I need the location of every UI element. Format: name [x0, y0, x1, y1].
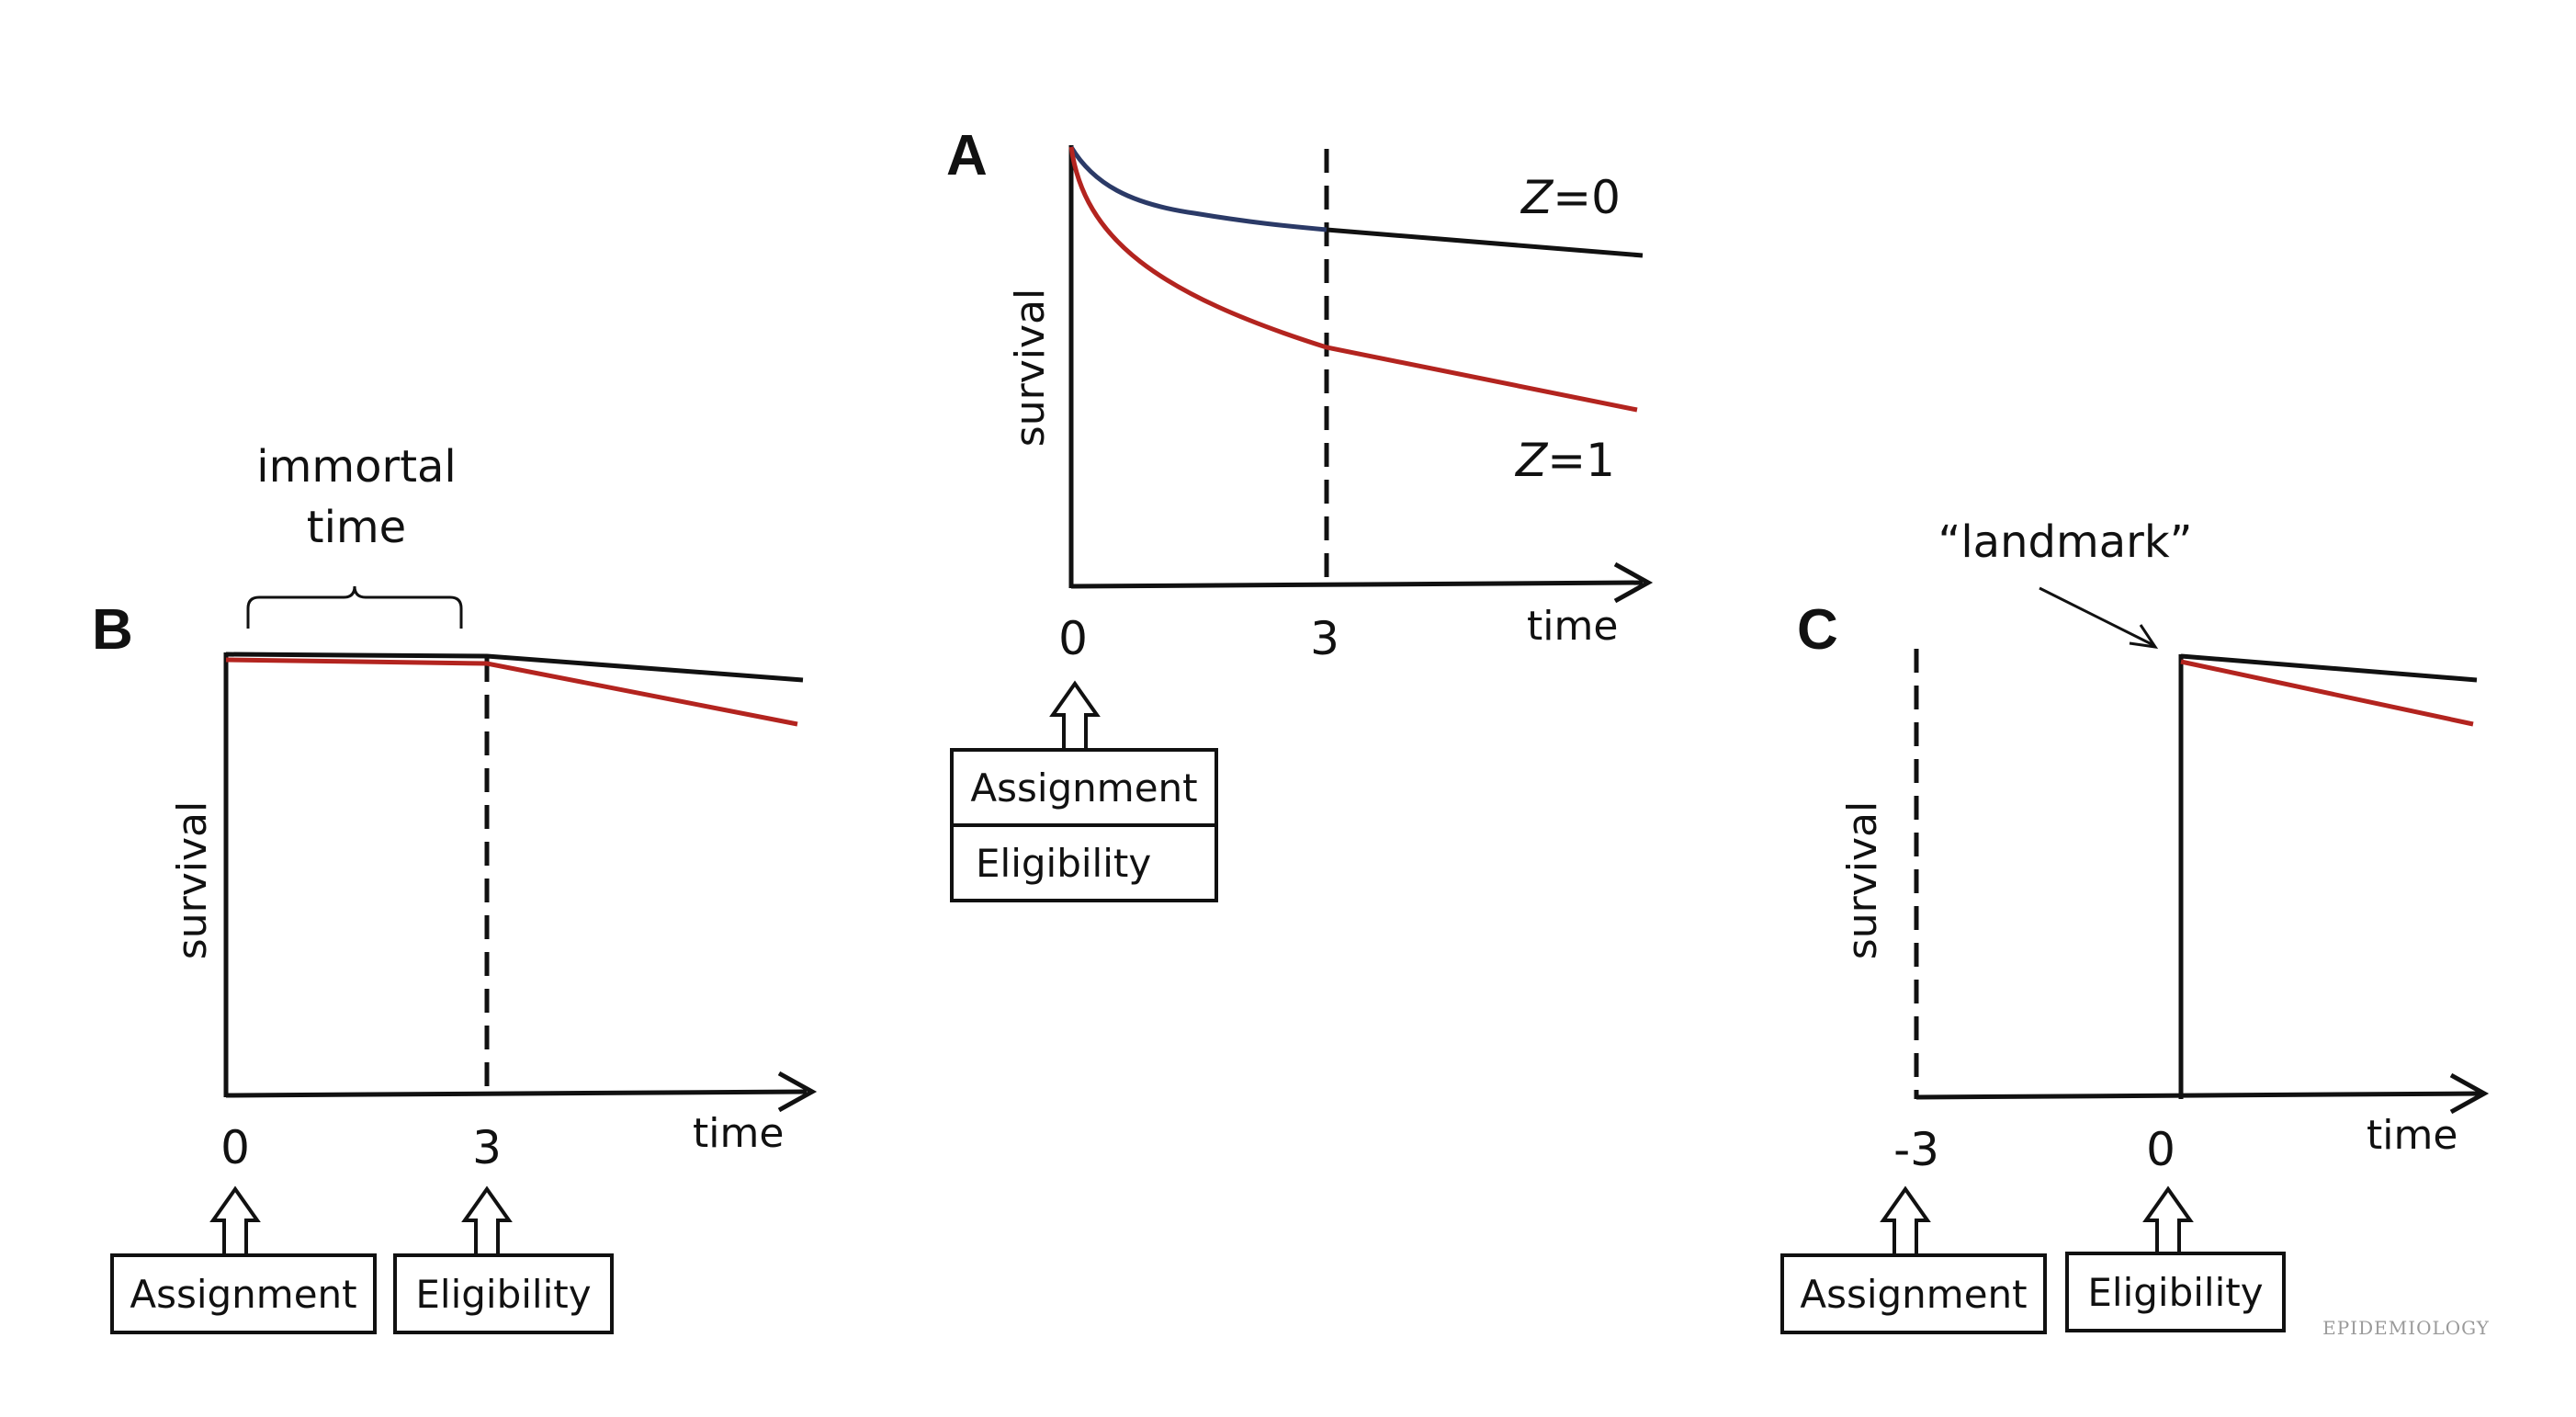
panel-a-z1-label-var: Z [1514, 434, 1549, 487]
panel-a-x-axis [1070, 580, 1644, 589]
panel-c-letter: C [1797, 598, 1838, 662]
panel-b-assignment-box [110, 1253, 377, 1334]
panel-a-z0-label-var: Z [1520, 171, 1554, 224]
panel-a-y-label: survival [1007, 289, 1054, 447]
panel-c-z0-curve [2180, 653, 2478, 683]
panel-a-tick-0: 0 [1058, 612, 1088, 665]
panel-b-z0-curve [225, 652, 804, 683]
panel-a-z0-curve [1326, 227, 1644, 258]
panel-a-z0-label-rest: =0 [1553, 171, 1621, 224]
panel-a-z1-label-rest: =1 [1547, 434, 1615, 487]
panel-c-landmark-label: “landmark” [1938, 516, 2192, 568]
panel-b-eligibility-box [393, 1253, 614, 1334]
panel-b-tick-3: 3 [472, 1121, 502, 1174]
panel-c-tick-neg3: -3 [1893, 1123, 1939, 1176]
panel-b-eligibility-label: Eligibility [415, 1272, 591, 1317]
panel-a-x-label: time [1527, 603, 1618, 650]
panel-c-tick-0: 0 [2146, 1123, 2175, 1176]
panel-c-z1-curve [2180, 659, 2474, 727]
panel-a-tick-3: 3 [1310, 612, 1339, 665]
panel-a-eligibility-label: Eligibility [976, 841, 1151, 886]
panel-c-assignment-box [1780, 1253, 2047, 1334]
panel-b-immortal-label-line1: immortal [256, 441, 457, 493]
panel-b-assignment-up-arrow [209, 1185, 261, 1257]
panel-a-letter: A [946, 124, 988, 187]
panel-b-y-label: survival [169, 801, 216, 959]
panel-c-landmark-arrow-shaft [2039, 586, 2154, 647]
panel-c: C “landmark” survival time -3 0 Assignme… [1780, 516, 2490, 1334]
panel-a-assignment-box [950, 748, 1218, 827]
panel-b-x-axis [225, 1089, 808, 1098]
panel-c-eligibility-up-arrow [2142, 1185, 2194, 1257]
panel-c-x-axis [1915, 1091, 2481, 1100]
panel-b-assignment-label: Assignment [130, 1272, 356, 1317]
panel-a-z1-curve [1068, 146, 1638, 413]
panel-a-z0-curve-early [1068, 145, 1328, 232]
panel-b-letter: B [92, 598, 133, 662]
panel-c-assignment-label: Assignment [1800, 1272, 2027, 1317]
panel-a-z0-label: Z=0 [1520, 171, 1621, 224]
journal-watermark: EPIDEMIOLOGY [2322, 1317, 2490, 1339]
panel-a: A Z=0 Z=1 survival time 0 3 Assignment E… [946, 124, 1654, 902]
panel-c-landmark-arrowhead [2129, 624, 2159, 649]
panel-b: B immortal time survival time 0 3 Assign… [92, 441, 818, 1334]
panel-b-tick-0: 0 [220, 1121, 250, 1174]
panel-b-z1-curve [225, 657, 798, 727]
panel-a-assignment-label: Assignment [970, 765, 1197, 811]
panel-c-assignment-up-arrow [1880, 1185, 1931, 1257]
panel-b-x-label: time [693, 1110, 784, 1157]
panel-a-eligibility-box [950, 823, 1218, 902]
panel-c-x-label: time [2367, 1112, 2457, 1159]
panel-b-x-arrowhead [777, 1071, 818, 1113]
panel-c-eligibility-box [2065, 1252, 2286, 1332]
panel-a-z1-label: Z=1 [1514, 434, 1615, 487]
panel-c-eligibility-label: Eligibility [2087, 1270, 2263, 1315]
panel-b-eligibility-up-arrow [461, 1185, 513, 1257]
panel-b-immortal-brace [246, 585, 463, 629]
panel-a-x-arrowhead [1613, 561, 1654, 604]
panel-c-x-arrowhead [2449, 1072, 2490, 1115]
panel-b-immortal-label-line2: time [307, 502, 406, 553]
panel-c-y-label: survival [1839, 801, 1886, 959]
panel-a-up-arrow [1049, 680, 1101, 752]
